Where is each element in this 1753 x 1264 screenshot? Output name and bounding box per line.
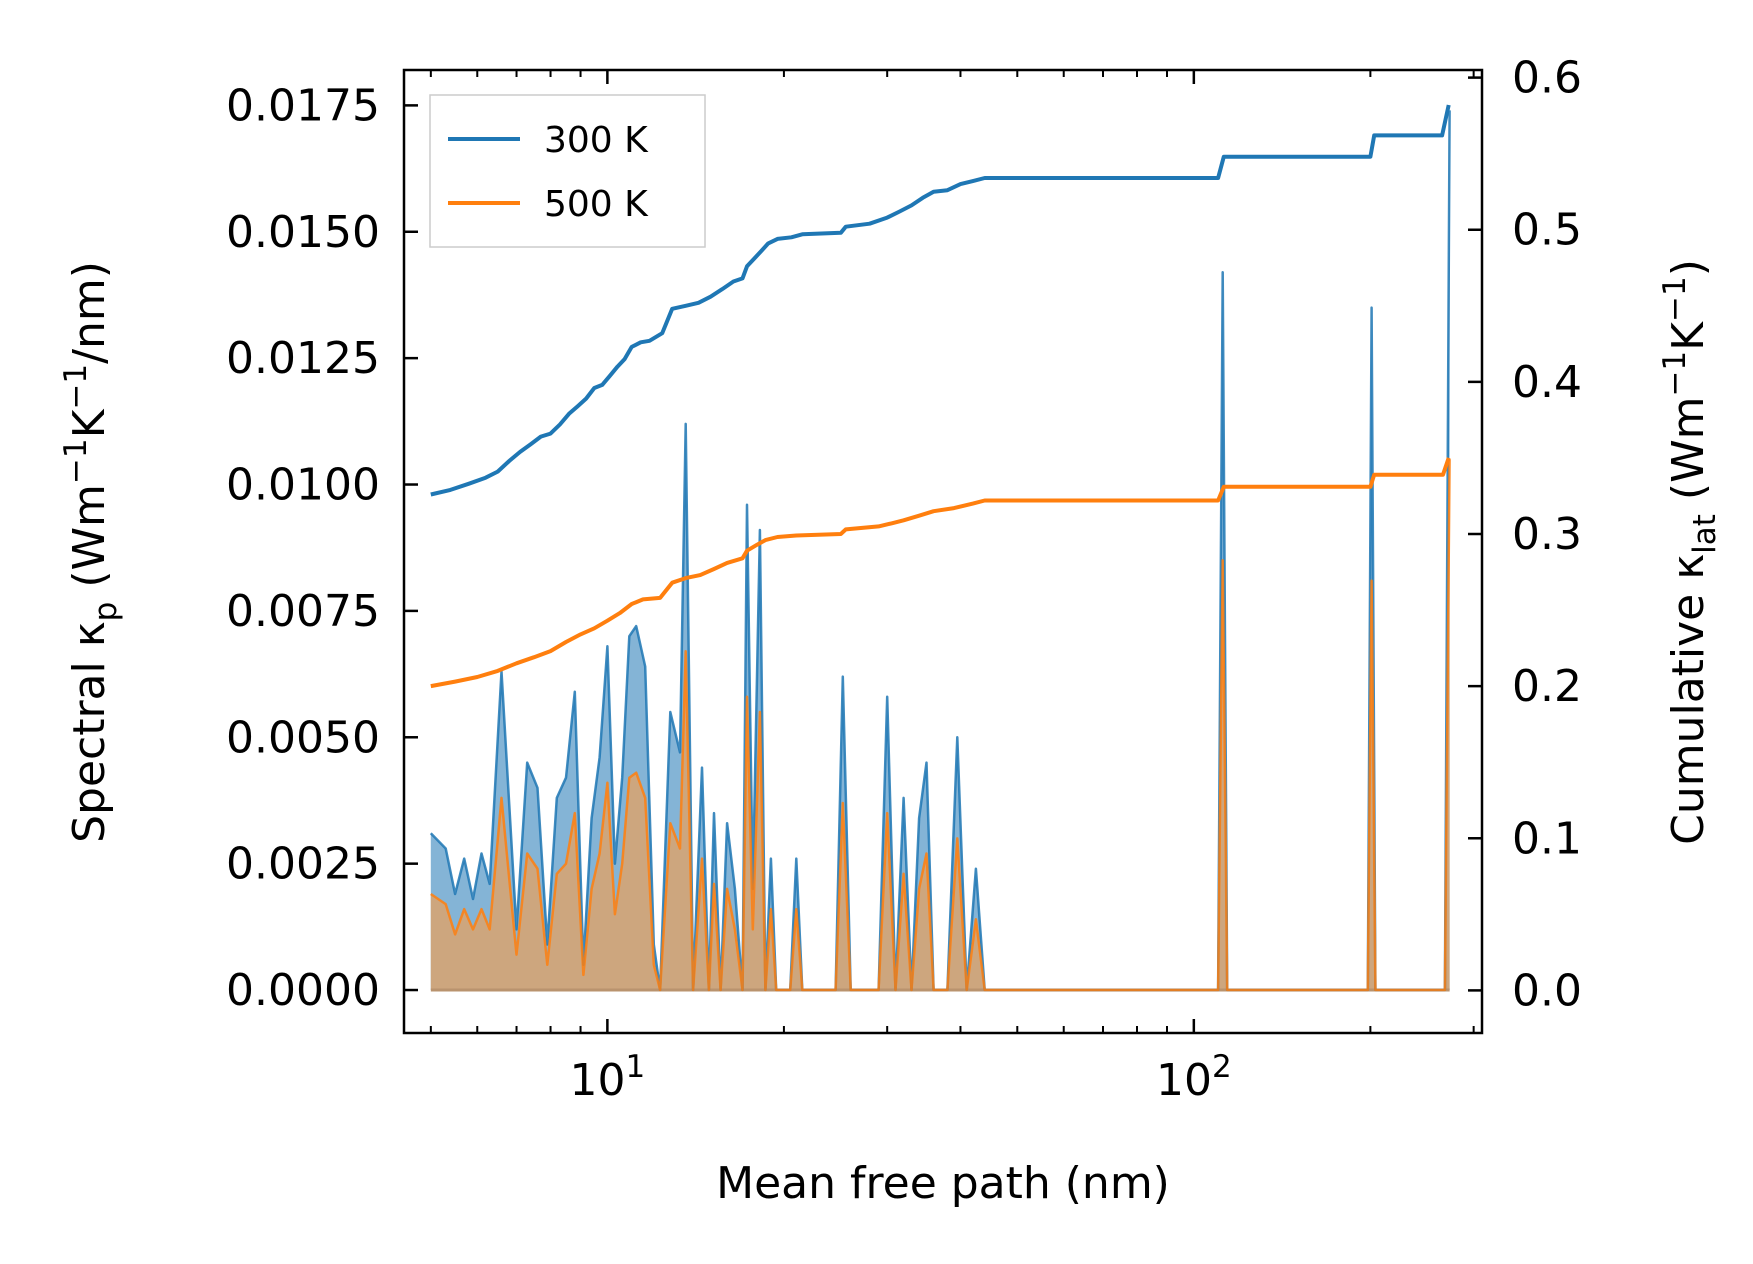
y-left-tick-label: 0.0125 <box>226 333 380 384</box>
y-right-tick-label: 0.3 <box>1512 509 1582 560</box>
x-tick-label: 101 <box>570 1049 646 1106</box>
y-right-tick-label: 0.0 <box>1512 965 1582 1016</box>
y-left-tick-label: 0.0175 <box>226 80 380 131</box>
legend-label-300k: 300 K <box>544 120 649 161</box>
plot-frame <box>402 68 1484 1035</box>
y-right-tick-label: 0.2 <box>1512 661 1582 712</box>
y-right-tick-label: 0.4 <box>1512 357 1582 408</box>
x-axis-label: Mean free path (nm) <box>716 1158 1170 1209</box>
y-left-tick-label: 0.0100 <box>226 460 380 511</box>
y-axis-right-label: Cumulative κlat (Wm−1K−1) <box>1657 259 1723 845</box>
y-axis-left-label: Spectral κp (Wm−1K−1/nm) <box>58 261 124 843</box>
spectral-line-300k <box>429 110 1451 992</box>
y-right-tick-label: 0.5 <box>1512 205 1582 256</box>
y-left-tick-label: 0.0025 <box>226 839 380 890</box>
y-left-tick-label: 0.0050 <box>226 712 380 763</box>
cumulative-line-300k <box>430 104 1451 497</box>
x-tick-label: 102 <box>1156 1049 1232 1106</box>
legend: 300 K 500 K <box>429 94 706 248</box>
y-left-tick-label: 0.0075 <box>226 586 380 637</box>
cumulative-line-500k <box>430 457 1451 689</box>
y-right-tick-label: 0.6 <box>1512 53 1582 104</box>
y-left-tick-label: 0.0000 <box>226 965 380 1016</box>
spectral-fill-500k <box>430 459 1450 990</box>
legend-label-500k: 500 K <box>544 184 649 225</box>
spectral-line-500k <box>430 459 1451 992</box>
y-left-tick-label: 0.0150 <box>226 207 380 258</box>
y-right-tick-label: 0.1 <box>1512 813 1582 864</box>
legend-box <box>429 94 706 248</box>
